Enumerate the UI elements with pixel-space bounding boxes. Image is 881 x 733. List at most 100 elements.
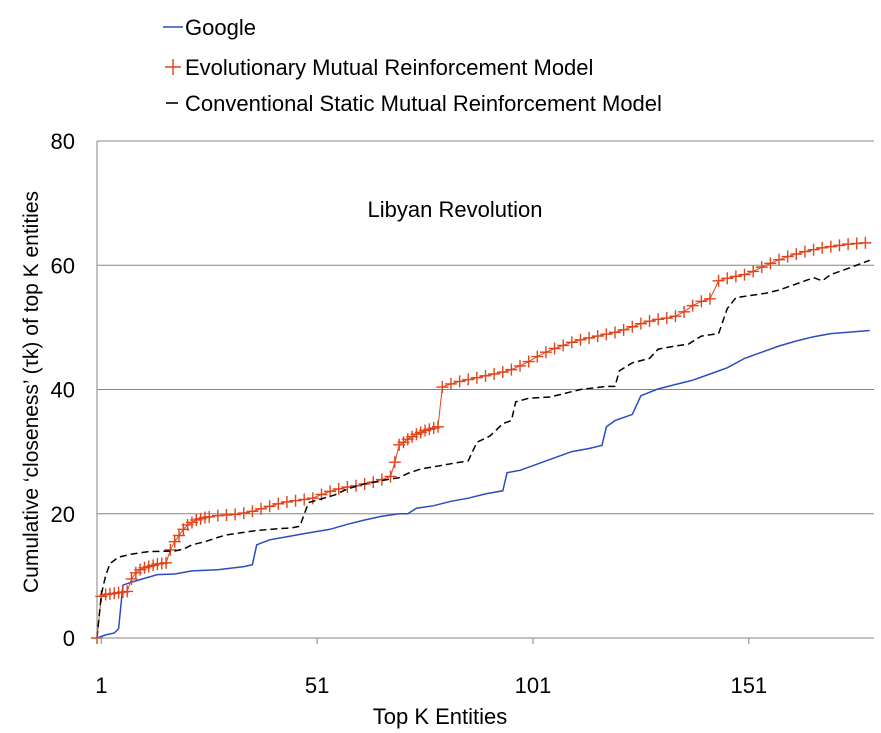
data-point-marker [643, 315, 656, 328]
data-point-marker [306, 492, 319, 505]
data-point-marker [453, 375, 466, 388]
data-point-marker [557, 339, 570, 352]
data-point-marker [173, 529, 186, 542]
legend-label: Evolutionary Mutual Reinforcement Model [185, 55, 593, 80]
x-axis-label: Top K Entities [373, 704, 508, 729]
data-point-marker [488, 367, 501, 380]
data-point-marker [121, 585, 134, 598]
data-point-marker [652, 313, 665, 326]
data-point-marker [773, 253, 786, 266]
data-point-marker [660, 312, 673, 325]
x-tick-label: 1 [95, 673, 107, 698]
legend-label: Google [185, 15, 256, 40]
series-line [96, 259, 870, 639]
data-point-marker [332, 482, 345, 495]
data-point-marker [289, 494, 302, 507]
data-point-marker [237, 507, 250, 520]
data-point-marker [764, 257, 777, 270]
data-point-marker [738, 268, 751, 281]
data-point-marker [229, 508, 242, 521]
data-point-marker [626, 320, 639, 333]
y-tick-label: 40 [51, 378, 75, 403]
data-point-marker [496, 366, 509, 379]
data-point-marker [617, 323, 630, 336]
y-axis-label: Cumulative ‘closeness’ (τk) of top K ent… [20, 191, 43, 593]
data-point-marker [479, 369, 492, 382]
data-point-marker [695, 295, 708, 308]
data-point-marker [790, 248, 803, 261]
data-point-marker [609, 326, 621, 339]
data-point-marker [565, 336, 578, 349]
data-point-marker [824, 240, 837, 253]
legend-label: Conventional Static Mutual Reinforcement… [185, 91, 662, 116]
data-point-marker [755, 261, 768, 274]
data-point-marker [807, 243, 820, 256]
series-google [96, 329, 870, 639]
data-point-marker [678, 305, 691, 318]
y-tick-labels: 0 20 40 60 80 [51, 129, 75, 651]
data-point-marker [324, 485, 337, 498]
data-point-marker [833, 239, 846, 252]
data-point-marker [859, 236, 872, 249]
data-point-marker [712, 274, 725, 287]
y-tick-label: 0 [63, 626, 75, 651]
chart-title: Libyan Revolution [368, 197, 543, 222]
data-point-marker [298, 493, 311, 506]
data-point-marker [798, 245, 811, 258]
data-point-marker [600, 328, 613, 341]
series-layer [91, 236, 872, 644]
data-point-marker [436, 381, 449, 394]
x-tick-labels: 1 51 101 151 [95, 638, 767, 698]
data-point-marker [384, 470, 397, 483]
data-point-marker [246, 505, 259, 518]
data-point-marker [160, 556, 173, 569]
series-line [96, 329, 870, 639]
data-point-marker [263, 500, 276, 513]
data-point-marker [203, 510, 216, 523]
x-tick-label: 101 [515, 673, 552, 698]
data-point-marker [255, 502, 268, 515]
legend-item-google: Google [163, 15, 256, 40]
data-point-marker [591, 330, 604, 343]
data-point-marker [781, 250, 794, 263]
data-point-marker [444, 377, 457, 390]
series-conventional-static-mutual-reinforcement-model [96, 259, 870, 639]
legend-item-evolutionary-mutual-reinforcement-model: Evolutionary Mutual Reinforcement Model [165, 55, 593, 80]
data-point-marker [280, 495, 293, 508]
data-point-marker [505, 363, 518, 376]
legend-swatch [165, 59, 181, 75]
data-point-marker [574, 333, 587, 346]
data-point-marker [686, 299, 699, 312]
y-tick-label: 80 [51, 129, 75, 154]
data-point-marker [514, 359, 527, 372]
data-point-marker [462, 373, 475, 386]
data-point-marker [703, 292, 716, 305]
y-tick-label: 60 [51, 253, 75, 278]
data-point-marker [539, 346, 552, 359]
data-point-marker [583, 331, 596, 344]
data-point-marker [125, 572, 138, 585]
data-point-marker [470, 371, 483, 384]
legend-item-conventional-static-mutual-reinforcement-model: Conventional Static Mutual Reinforcement… [166, 91, 662, 116]
x-tick-label: 151 [730, 673, 767, 698]
data-point-marker [531, 350, 544, 363]
legend: Google Evolutionary Mutual Reinforcement … [163, 15, 662, 116]
data-point-marker [272, 497, 285, 510]
data-point-marker [634, 317, 647, 330]
y-tick-label: 20 [51, 502, 75, 527]
data-point-marker [669, 310, 682, 323]
x-tick-label: 51 [305, 673, 329, 698]
gridlines [97, 140, 874, 515]
data-point-marker [721, 272, 734, 285]
data-point-marker [816, 241, 829, 254]
data-point-marker [729, 270, 742, 283]
data-point-marker [168, 535, 181, 548]
series-evolutionary-mutual-reinforcement-model [91, 236, 872, 644]
data-point-marker [388, 456, 401, 469]
data-point-marker [747, 265, 760, 278]
data-point-marker [548, 342, 561, 355]
data-point-marker [522, 355, 535, 368]
data-point-marker [432, 420, 445, 433]
data-point-marker [164, 543, 177, 556]
